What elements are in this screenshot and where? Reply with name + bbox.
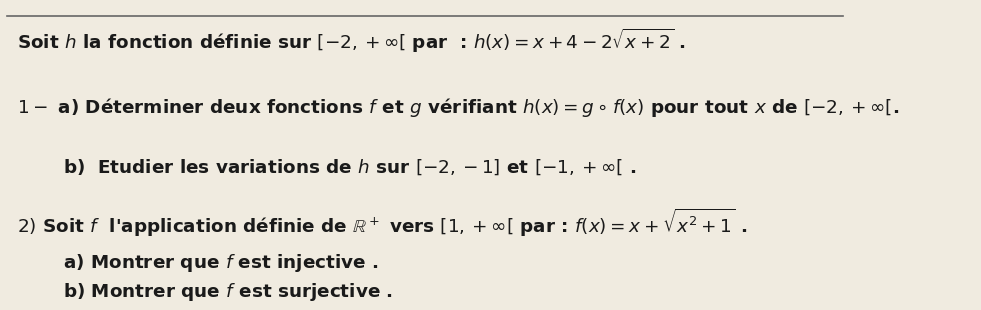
Text: b)  Etudier les variations de $h$ sur $[-2,-1]$ et $[-1,+\infty[$ .: b) Etudier les variations de $h$ sur $[-… [63, 157, 637, 177]
Text: a) Montrer que $f$ est injective .: a) Montrer que $f$ est injective . [63, 252, 379, 274]
Text: Soit $h$ la fonction définie sur $[-2,+\infty[$ par  : $h(x)=x+4-2\sqrt{x+2}$ .: Soit $h$ la fonction définie sur $[-2,+\… [17, 27, 686, 55]
Text: $2)$ Soit $f$  l'application définie de $\mathbb{R}^+$ vers $[1,+\infty[$ par : : $2)$ Soit $f$ l'application définie de $… [17, 207, 748, 239]
Text: $1-$ a) Déterminer deux fonctions $f$ et $g$ vérifiant $h(x)=g\circ f(x)$ pour t: $1-$ a) Déterminer deux fonctions $f$ et… [17, 96, 900, 119]
Text: b) Montrer que $f$ est surjective .: b) Montrer que $f$ est surjective . [63, 281, 393, 303]
